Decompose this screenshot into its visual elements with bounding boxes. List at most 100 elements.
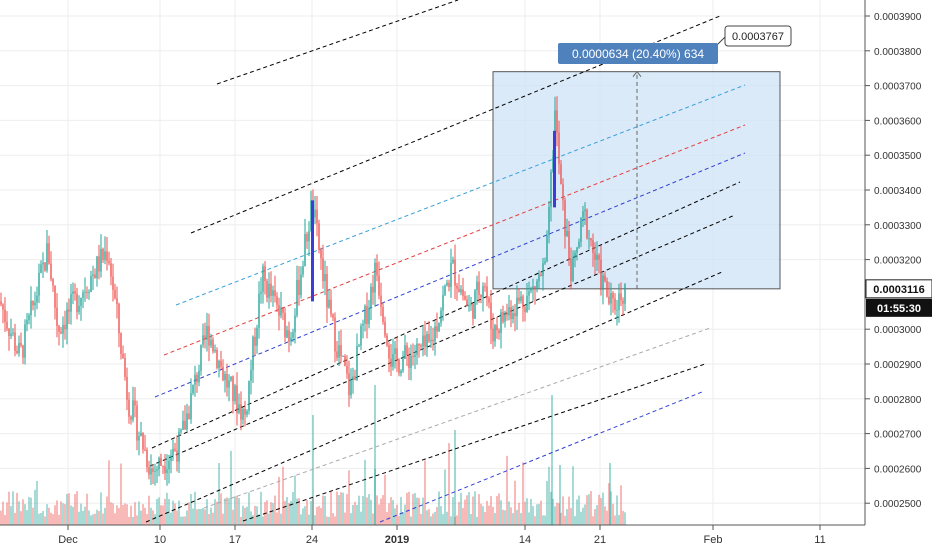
candle-body [330,299,332,315]
candle-body [26,320,28,325]
volume-bar [16,492,18,525]
volume-bar [432,513,434,525]
volume-bar [586,495,588,525]
candle-body [142,433,144,450]
candle-body [418,343,420,346]
volume-bar [6,502,8,525]
candle-body [580,217,582,242]
volume-bar [444,469,446,525]
candle-body [306,234,308,242]
candle-body [160,458,162,466]
volume-bar [224,498,226,525]
candle-body [504,312,506,322]
volume-bar [472,496,474,525]
candle-body [370,286,372,308]
volume-bar [520,513,522,525]
candle-body [542,263,544,277]
volume-bar [22,499,24,525]
candle-body [34,302,36,306]
volume-bar [556,502,558,525]
candle-body [362,323,364,326]
candle-body [164,466,166,474]
volume-bar [590,491,592,525]
volume-bar [134,502,136,525]
candle-body [232,376,234,402]
candle-body [282,307,284,313]
volume-bar [372,513,374,525]
candle-body [338,345,340,358]
candle-body [512,313,514,319]
candle-body [266,280,268,298]
candle-body [588,238,590,240]
candle-body [56,307,58,326]
volume-bar [506,455,508,525]
candle-body [136,405,138,441]
candle-body [112,276,114,290]
candle-body [364,305,366,324]
volume-bar [186,510,188,525]
candle-body [476,281,478,291]
candle-body [168,460,170,470]
price-axis[interactable]: 0.0003900 0.0003800 0.0003700 0.0003600 0.00… [865,12,922,510]
candle-body [406,345,408,355]
candle-body [202,335,204,345]
candle-body [162,465,164,467]
candle-body [558,132,560,165]
time-axis[interactable]: Dec 10 17 24 2019 14 21 Feb 11 [58,525,826,546]
candle-body [170,455,172,461]
volume-bar [24,504,26,525]
volume-bar [190,494,192,525]
candle-body [192,384,194,394]
candle-body [80,297,82,306]
candle-body [90,276,92,292]
volume-bar [80,503,82,525]
candle-body [522,296,524,308]
candle-body [328,299,330,308]
volume-bar [386,512,388,525]
volume-bar [216,501,218,525]
volume-bar [104,507,106,525]
volume-bar [38,513,40,525]
candle-body [278,305,280,316]
candle-body [470,303,472,306]
candle-body [194,374,196,385]
candle-body [38,272,40,296]
candle-body [360,325,362,346]
volume-bar [238,497,240,525]
volume-bar [458,501,460,525]
volume-bar [154,514,156,525]
volume-bar [92,514,94,525]
candle-body [600,259,602,290]
volume-bar [390,497,392,525]
volume-bar [146,514,148,525]
volume-bar [600,497,602,525]
volume-bar [214,499,216,525]
candle-body [602,275,604,290]
candle-body [108,260,110,264]
candle-body [610,292,612,304]
volume-bar [552,498,554,525]
volume-bar [546,480,548,525]
volume-bar [194,491,196,525]
highlight-candle [553,130,556,208]
volume-bar [142,504,144,525]
candle-body [510,307,512,319]
channel-line [163,124,746,356]
candle-body [270,283,272,296]
candle-body [62,324,64,334]
volume-bar [480,503,482,525]
candle-body [570,259,572,281]
volume-bar [46,504,48,525]
candle-body [572,257,574,281]
volume-bar [76,491,78,525]
candle-body [348,373,350,396]
volume-bar [282,466,284,525]
measure-box[interactable] [492,70,781,290]
y-tick-label: 0.0003900 [874,12,922,23]
candle-body [408,354,410,368]
candle-body [530,288,532,292]
candle-body [456,285,458,289]
volume-bar [614,515,616,525]
volume-bar [276,512,278,525]
